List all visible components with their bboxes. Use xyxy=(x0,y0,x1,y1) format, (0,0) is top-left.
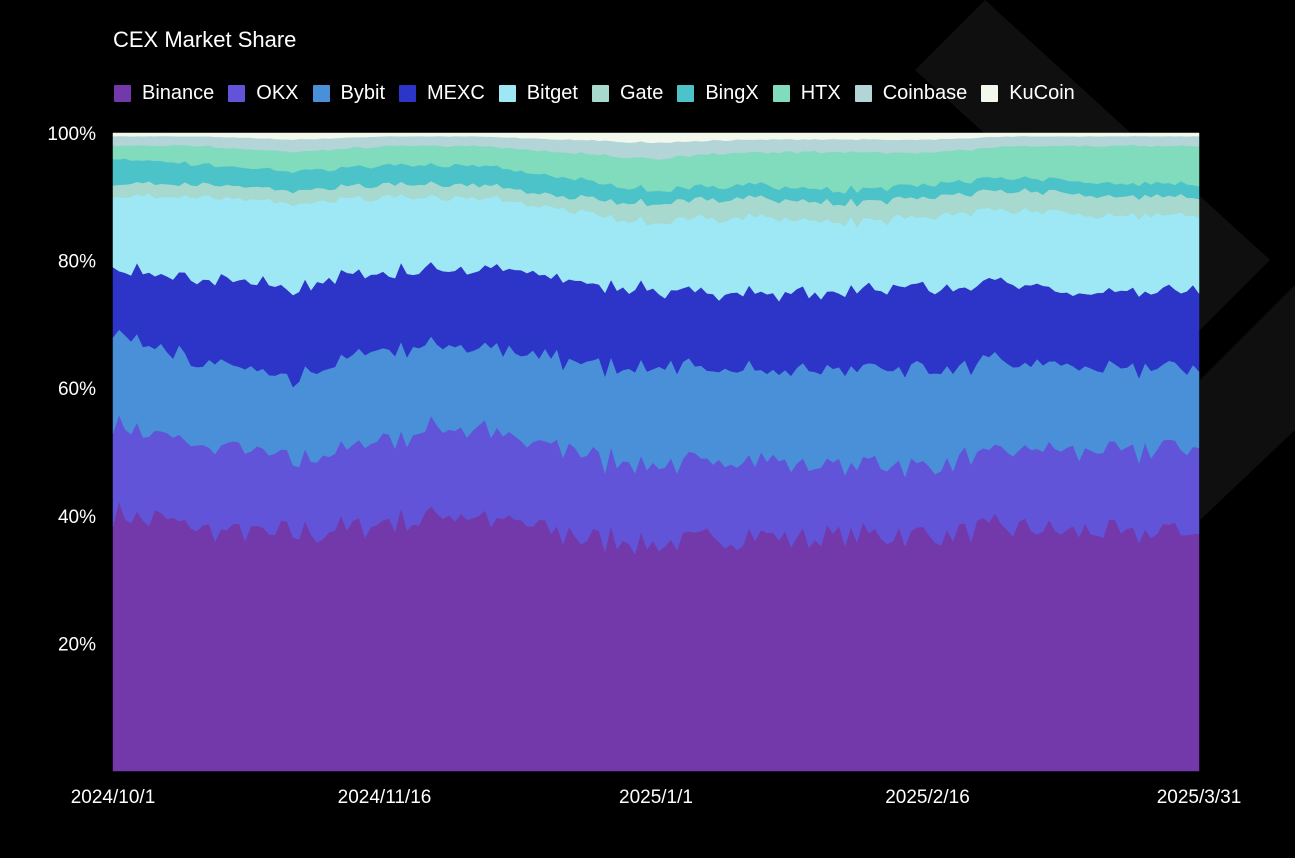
x-tick-label: 2024/11/16 xyxy=(338,787,432,808)
y-tick-label: 80% xyxy=(58,252,96,273)
y-tick-label: 20% xyxy=(58,634,96,655)
legend-item-bingx[interactable]: BingX xyxy=(677,82,759,105)
legend-swatch xyxy=(981,85,999,102)
legend-item-mexc[interactable]: MEXC xyxy=(399,82,485,105)
legend-swatch xyxy=(114,85,131,102)
legend-label: Bitget xyxy=(526,82,578,104)
legend-swatch xyxy=(399,85,416,102)
legend-item-binance[interactable]: Binance xyxy=(114,82,214,105)
area-series-kucoin xyxy=(112,132,1200,144)
legend-item-bitget[interactable]: Bitget xyxy=(498,82,578,105)
y-tick-label: 60% xyxy=(58,379,96,400)
stacked-areas xyxy=(112,132,1200,772)
legend-label: Binance xyxy=(142,82,215,104)
legend-item-bybit[interactable]: Bybit xyxy=(312,82,385,105)
y-axis: 20% 40% 60% 80% 100% xyxy=(47,124,96,655)
x-tick-label: 2025/3/31 xyxy=(1157,787,1242,808)
legend-swatch xyxy=(228,85,246,102)
legend-item-htx[interactable]: HTX xyxy=(772,82,841,105)
legend-label: OKX xyxy=(256,82,299,104)
y-tick-label: 100% xyxy=(47,124,96,145)
chart-title: CEX Market Share xyxy=(113,27,297,52)
x-tick-label: 2024/10/1 xyxy=(71,787,156,808)
legend-item-gate[interactable]: Gate xyxy=(591,82,664,105)
legend-swatch xyxy=(498,85,516,102)
legend-label: BingX xyxy=(705,82,759,104)
legend-label: HTX xyxy=(800,82,841,104)
x-axis: 2024/10/1 2024/11/16 2025/1/1 2025/2/16 2025… xyxy=(71,787,1242,808)
chart-legend: Binance OKX Bybit MEXC Bitget Gate BingX HTX Coi… xyxy=(114,82,1089,105)
legend-label: Coinbase xyxy=(882,82,968,104)
x-tick-label: 2025/1/1 xyxy=(619,787,693,808)
legend-swatch xyxy=(772,85,790,102)
legend-swatch xyxy=(312,85,330,102)
x-tick-label: 2025/2/16 xyxy=(885,787,970,808)
legend-swatch xyxy=(677,85,695,102)
legend-label: MEXC xyxy=(427,82,485,104)
legend-item-coinbase[interactable]: Coinbase xyxy=(854,82,968,105)
legend-item-kucoin[interactable]: KuCoin xyxy=(981,82,1075,105)
legend-label: KuCoin xyxy=(1009,82,1075,105)
y-tick-label: 40% xyxy=(58,507,96,528)
legend-label: Gate xyxy=(619,82,664,104)
legend-label: Bybit xyxy=(340,82,385,104)
legend-item-okx[interactable]: OKX xyxy=(228,82,299,105)
legend-swatch xyxy=(591,85,609,102)
legend-swatch xyxy=(854,85,872,102)
